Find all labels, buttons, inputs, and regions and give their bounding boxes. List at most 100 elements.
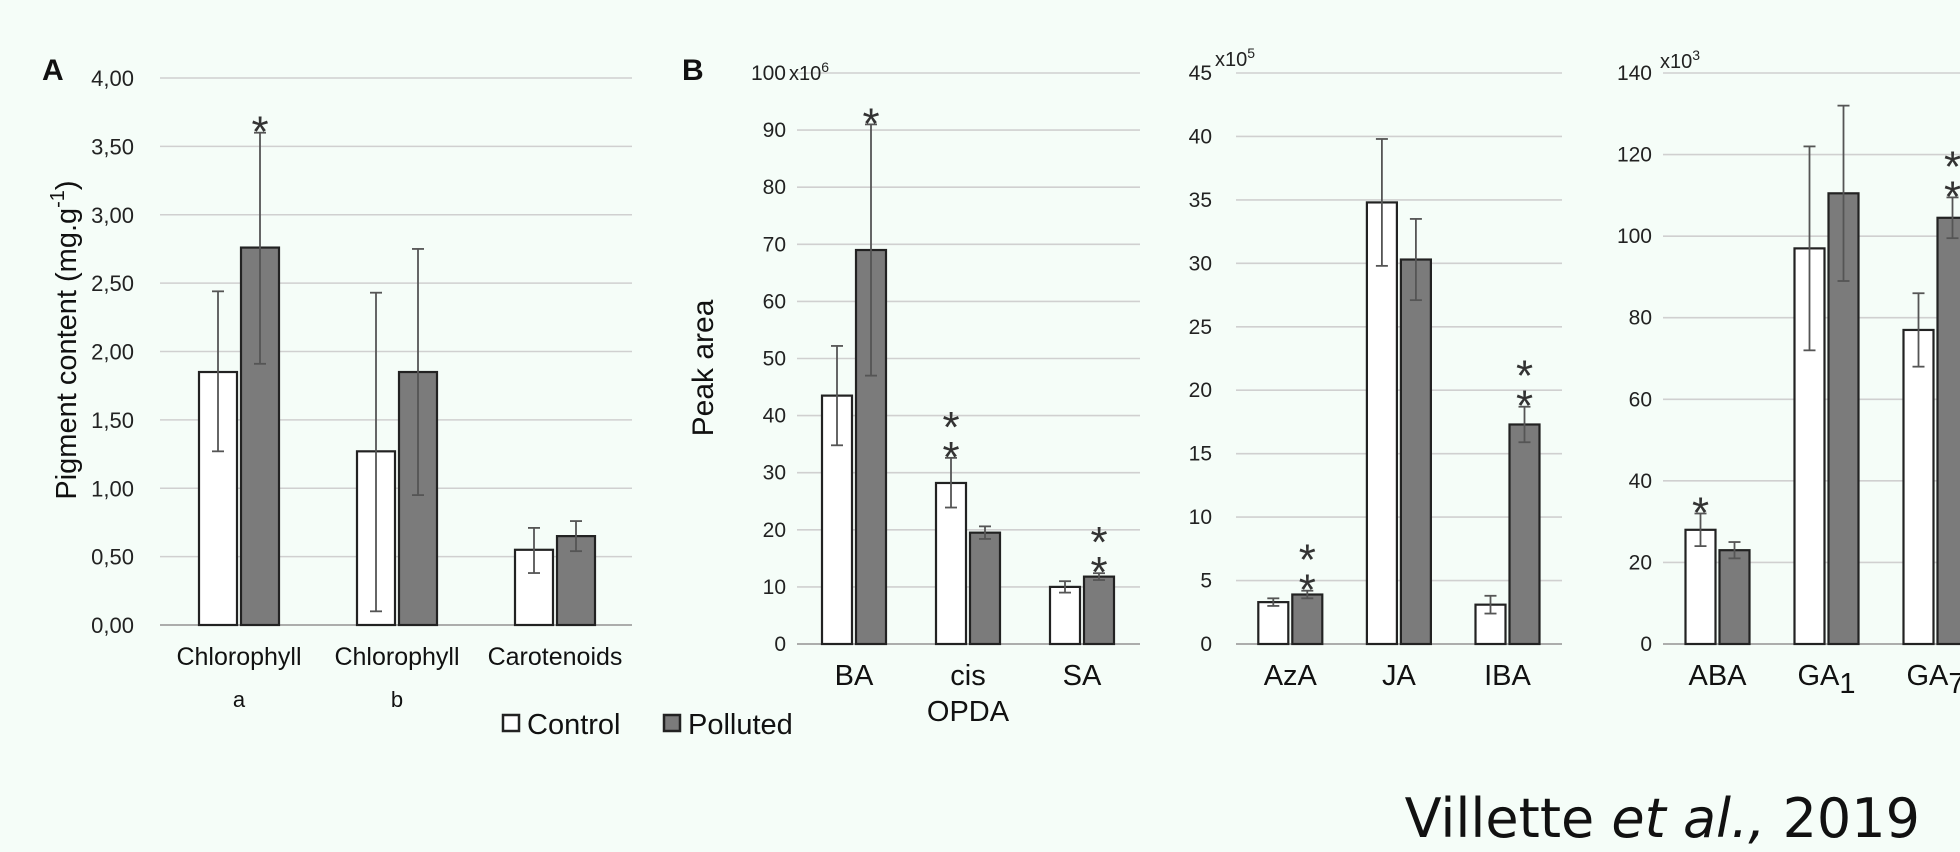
y-tick-label: 90	[763, 119, 786, 142]
y-tick-label: 3,50	[91, 134, 134, 159]
y-tick-label: 3,00	[91, 203, 134, 228]
x-tick-label: AzA	[1264, 660, 1318, 692]
y-tick-label: 35	[1189, 189, 1212, 212]
x-tick-label: GA1	[1797, 660, 1855, 700]
y-tick-label: 0	[1640, 633, 1652, 656]
y-tick-label: 20	[1189, 379, 1212, 402]
bar-polluted	[1399, 258, 1433, 646]
significance-marker: *	[251, 108, 268, 157]
multiplier-base: x10	[1215, 49, 1247, 71]
citation-year: 2019	[1782, 787, 1920, 850]
y-tick-label: 40	[1629, 470, 1652, 493]
y-tick-label: 0	[774, 633, 786, 656]
significance-marker: *	[1516, 382, 1533, 431]
legend-swatch-polluted	[662, 713, 682, 733]
significance-marker: *	[942, 433, 959, 482]
significance-marker: *	[1944, 172, 1960, 221]
bar-control	[1365, 201, 1399, 646]
y-tick-label: 40	[763, 405, 786, 428]
citation-etal: et al.,	[1611, 787, 1766, 850]
y-tick-label: 2,00	[91, 340, 134, 365]
x-tick-label-main: GA	[1906, 660, 1949, 692]
significance-marker: *	[1944, 142, 1960, 191]
significance-marker: *	[1692, 488, 1709, 537]
citation-author: Villette	[1404, 787, 1595, 850]
y-tick-label: 30	[1189, 252, 1212, 275]
citation: Villette et al., 2019	[1405, 787, 1920, 850]
x-tick-label: ABA	[1688, 660, 1747, 692]
x-tick-label: a	[233, 687, 246, 712]
y-tick-label: 140	[1617, 62, 1652, 85]
y-tick-label: 100	[751, 62, 786, 85]
y-tick-label: 100	[1617, 225, 1652, 248]
x-tick-label: Chlorophyll	[176, 643, 301, 671]
axis-multiplier: x106	[789, 59, 829, 85]
bar-control	[1257, 601, 1290, 646]
bar-polluted	[1082, 575, 1116, 646]
y-tick-label: 40	[1189, 125, 1212, 148]
significance-marker: *	[942, 403, 959, 452]
x-tick-label: SA	[1063, 660, 1102, 692]
y-tick-label: 30	[763, 462, 786, 485]
y-tick-label: 10	[1189, 506, 1212, 529]
y-tick-label: 45	[1189, 62, 1212, 85]
bar-polluted	[1718, 549, 1751, 646]
x-tick-label: IBA	[1484, 660, 1531, 692]
y-tick-label: 5	[1200, 570, 1212, 593]
y-tick-label: 1,00	[91, 476, 134, 501]
multiplier-exponent: 5	[1247, 45, 1255, 61]
y-axis-title-part: -1	[47, 190, 69, 208]
x-tick-label-main: GA	[1797, 660, 1840, 692]
y-tick-label: 60	[1629, 388, 1652, 411]
y-axis-title-part: Pigment content (mg.g	[51, 208, 83, 500]
x-tick-label: BA	[835, 660, 874, 692]
y-tick-label: 0	[1200, 633, 1212, 656]
y-tick-label: 60	[763, 290, 786, 313]
y-tick-label: 10	[763, 576, 786, 599]
bar-control	[1048, 585, 1082, 646]
x-tick-label: Chlorophyll	[334, 643, 459, 671]
significance-marker: *	[1090, 548, 1107, 597]
significance-marker: *	[862, 99, 879, 148]
axis-multiplier: x105	[1215, 45, 1255, 71]
significance-marker: *	[1299, 536, 1316, 585]
y-tick-label: 1,50	[91, 408, 134, 433]
y-tick-label: 80	[763, 176, 786, 199]
y-axis-title-part: )	[51, 180, 83, 190]
y-tick-label: 20	[1629, 551, 1652, 574]
significance-marker: *	[1090, 518, 1107, 567]
x-tick-label-sub: 7	[1948, 668, 1960, 700]
y-tick-label: 20	[763, 519, 786, 542]
bar-polluted	[1508, 423, 1541, 646]
y-tick-label: 0,50	[91, 545, 134, 570]
legend-label-polluted: Polluted	[688, 709, 793, 741]
multiplier-exponent: 6	[821, 59, 829, 75]
y-axis-title: Pigment content (mg.g-1)	[47, 180, 83, 499]
y-tick-label: 80	[1629, 307, 1652, 330]
axis-multiplier: x103	[1660, 47, 1700, 73]
x-tick-label: OPDA	[927, 696, 1010, 728]
x-tick-label: b	[391, 687, 403, 712]
y-tick-label: 0,00	[91, 613, 134, 638]
y-tick-label: 2,50	[91, 271, 134, 296]
multiplier-base: x10	[1660, 51, 1692, 73]
x-tick-label: GA7	[1906, 660, 1960, 700]
significance-marker: *	[1516, 352, 1533, 401]
panel-label: B	[682, 54, 704, 87]
x-tick-label: cis	[950, 660, 985, 692]
y-tick-label: 50	[763, 348, 786, 371]
y-tick-label: 4,00	[91, 66, 134, 91]
y-tick-label: 15	[1189, 443, 1212, 466]
y-tick-label: 25	[1189, 316, 1212, 339]
bar-control	[1793, 247, 1826, 646]
y-tick-label: 120	[1617, 144, 1652, 167]
legend-label-control: Control	[527, 709, 621, 741]
legend-swatch-control	[501, 713, 521, 733]
x-tick-label: Carotenoids	[488, 643, 623, 671]
x-tick-label: JA	[1382, 660, 1417, 692]
bar-control	[934, 481, 968, 646]
bar-polluted	[968, 531, 1002, 646]
multiplier-base: x10	[789, 63, 821, 85]
multiplier-exponent: 3	[1692, 47, 1700, 63]
